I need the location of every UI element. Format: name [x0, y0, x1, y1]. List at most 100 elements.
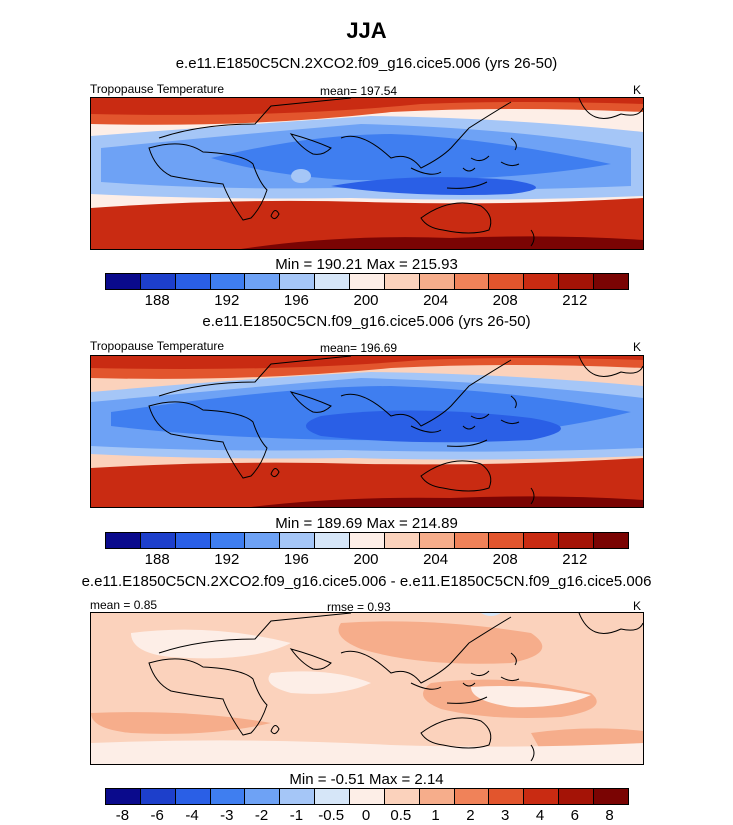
panel3-region-8 — [91, 740, 643, 764]
colorbar-swatch — [454, 274, 490, 289]
colorbar-swatch — [489, 789, 525, 804]
colorbar-tick-label: 204 — [423, 292, 449, 309]
colorbar-swatch — [419, 274, 455, 289]
colorbar-swatch — [106, 533, 141, 548]
panel2-variable-label: Tropopause Temperature — [90, 339, 225, 353]
colorbar-tick-label: -2 — [254, 807, 269, 824]
colorbar-tick-label: 212 — [562, 551, 588, 568]
colorbar-swatch — [419, 533, 455, 548]
panel3-region-9 — [481, 613, 501, 616]
panel2-band-n-inner — [91, 356, 643, 369]
colorbar-tick-label: 196 — [283, 551, 309, 568]
colorbar-swatch — [454, 533, 490, 548]
panel3-region-4 — [471, 686, 591, 708]
panel2-colorbar — [105, 532, 629, 549]
panel2-band-s-deep — [251, 496, 643, 507]
colorbar-swatch — [315, 533, 351, 548]
panel3-region-6 — [268, 671, 371, 694]
colorbar-swatch — [210, 274, 246, 289]
panel1-band-s-deep — [241, 236, 643, 249]
colorbar-tick-label: 208 — [492, 551, 518, 568]
panel2-band-s-outer — [91, 458, 643, 507]
colorbar-swatch — [140, 533, 176, 548]
colorbar-tick-label: -3 — [220, 807, 234, 824]
panel1-band-s-outer — [91, 198, 643, 249]
colorbar-swatch — [315, 789, 351, 804]
panel1-header: e.e11.E1850C5CN.2XCO2.f09_g16.cice5.006 … — [175, 55, 558, 72]
panel2-map — [90, 355, 644, 508]
colorbar-tick-label: 3 — [501, 807, 510, 824]
colorbar-tick-label: 188 — [144, 551, 170, 568]
panel1-stats: Min = 190.21 Max = 215.93 — [275, 256, 458, 273]
colorbar-swatch — [384, 533, 420, 548]
panel3-region-5 — [91, 712, 271, 734]
colorbar-swatch — [175, 274, 211, 289]
colorbar-swatch — [594, 789, 628, 804]
colorbar-tick-label: 200 — [353, 551, 379, 568]
colorbar-swatch — [559, 789, 595, 804]
colorbar-tick-label: 188 — [144, 292, 170, 309]
colorbar-swatch — [350, 533, 385, 548]
panel3-region-1 — [131, 629, 291, 659]
colorbar-swatch — [175, 533, 211, 548]
colorbar-tick-label: -1 — [289, 807, 304, 824]
panel2-coastlines — [148, 356, 643, 505]
colorbar-tick-label: 200 — [353, 292, 379, 309]
colorbar-tick-label: 192 — [214, 551, 240, 568]
panel2-mean-label: mean= 196.69 — [320, 341, 398, 355]
colorbar-swatch — [524, 533, 560, 548]
colorbar-swatch — [524, 274, 560, 289]
colorbar-swatch — [245, 274, 281, 289]
colorbar-tick-label: 0.5 — [390, 807, 412, 824]
colorbar-tick-label: 192 — [214, 292, 240, 309]
figure-title: JJA — [346, 18, 387, 43]
panel3-mean-label: mean = 0.85 — [90, 598, 158, 612]
panel3-units-label: K — [633, 599, 642, 613]
colorbar-tick-label: -8 — [115, 807, 130, 824]
colorbar-swatch — [245, 789, 281, 804]
colorbar-tick-label: -6 — [150, 807, 164, 824]
panel2-units-label: K — [633, 340, 642, 354]
panel2-header: e.e11.E1850C5CN.f09_g16.cice5.006 (yrs 2… — [202, 313, 531, 330]
panel1-band-cold3 — [211, 134, 611, 181]
colorbar-tick-label: 204 — [423, 551, 449, 568]
colorbar-swatch — [350, 789, 385, 804]
colorbar-swatch — [384, 789, 420, 804]
colorbar-tick-label: 6 — [570, 807, 579, 824]
panel1-mean-label: mean= 197.54 — [320, 84, 398, 98]
colorbar-swatch — [594, 533, 628, 548]
panel3-coastlines — [148, 613, 643, 762]
panel3-colorbar — [105, 788, 629, 805]
colorbar-tick-label: -0.5 — [318, 807, 345, 824]
panel2-stats: Min = 189.69 Max = 214.89 — [275, 515, 458, 532]
colorbar-swatch — [280, 274, 316, 289]
panel1-band-cold4 — [331, 177, 536, 195]
colorbar-swatch — [489, 533, 525, 548]
panel3-region-2 — [338, 621, 543, 664]
colorbar-swatch — [280, 533, 316, 548]
colorbar-tick-label: -4 — [185, 807, 199, 824]
colorbar-tick-label: 196 — [283, 292, 309, 309]
colorbar-swatch — [106, 274, 141, 289]
colorbar-tick-label: 0 — [361, 807, 371, 824]
colorbar-swatch — [489, 274, 525, 289]
colorbar-tick-label: 212 — [562, 292, 588, 309]
panel1-colorbar — [105, 273, 629, 290]
colorbar-swatch — [315, 274, 351, 289]
colorbar-swatch — [106, 789, 141, 804]
panel3-map — [90, 612, 644, 765]
panel1-band-n-inner — [91, 98, 643, 115]
colorbar-swatch — [210, 789, 246, 804]
colorbar-swatch — [280, 789, 316, 804]
colorbar-swatch — [524, 789, 560, 804]
colorbar-tick-label: 8 — [605, 807, 614, 824]
colorbar-tick-label: 1 — [431, 807, 440, 824]
panel2-band-cold4 — [306, 410, 561, 443]
colorbar-swatch — [140, 789, 176, 804]
panel1-warm-spot — [291, 169, 311, 183]
panel3-rmse-label: rmse = 0.93 — [327, 600, 391, 614]
panel1-coastlines — [148, 98, 643, 247]
panel1-units-label: K — [633, 83, 642, 97]
panel1-map — [90, 97, 644, 250]
colorbar-swatch — [175, 789, 211, 804]
